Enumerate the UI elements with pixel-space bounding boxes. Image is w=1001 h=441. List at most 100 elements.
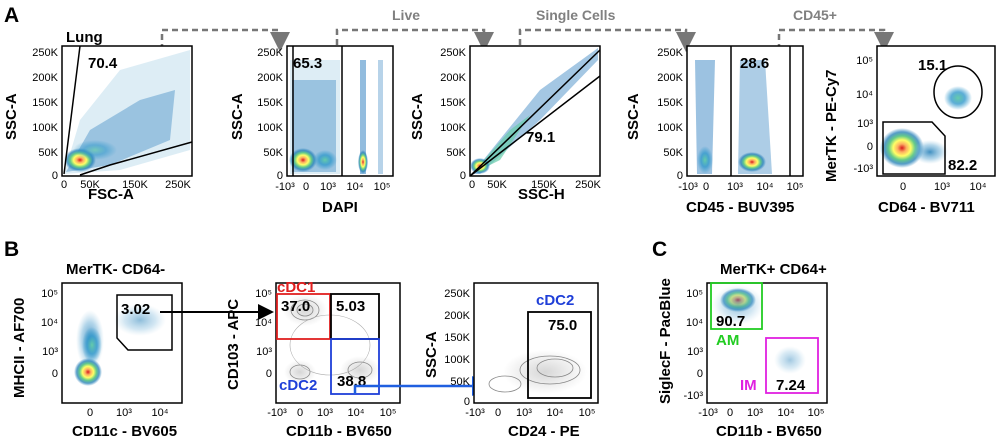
plot-c1-xtick: 0 bbox=[727, 407, 733, 419]
plot-b1-ytick: 10⁴ bbox=[41, 317, 58, 329]
plot-a4: 28.6 CD45 - BUV395 SSC-A 250K 200K 150K … bbox=[625, 45, 804, 216]
plot-c1-xtick: 10⁵ bbox=[808, 407, 825, 419]
plot-a1-ytick: 150K bbox=[32, 97, 58, 109]
plot-a3-ytick: 50K bbox=[446, 147, 466, 159]
plot-a1-xtick: 0 bbox=[61, 179, 67, 191]
plot-c1-xtick: 10⁴ bbox=[778, 407, 795, 419]
plot-a1-xtick: 50K bbox=[80, 179, 100, 191]
plot-c1-am-label: AM bbox=[716, 332, 739, 349]
plot-a1-xlabel: FSC-A bbox=[88, 186, 134, 203]
plot-a1-ytick: 100K bbox=[32, 122, 58, 134]
plot-b2-cdc2-label: cDC2 bbox=[279, 377, 317, 394]
panel-letter-c: C bbox=[652, 238, 667, 261]
plot-a5-ylabel: MerTK - PE-Cy7 bbox=[823, 69, 840, 182]
plot-b3-xtick: 0 bbox=[495, 407, 501, 419]
plot-c1-ytick: 10³ bbox=[687, 346, 703, 358]
plot-a3-xtick: 0 bbox=[469, 179, 475, 191]
plot-b2: cDC1 37.0 5.03 38.8 cDC2 CD11b - BV650 C… bbox=[225, 279, 401, 440]
plot-b2-ytick: 0 bbox=[266, 368, 272, 380]
plot-a1: Lung 70.4 FSC-A SSC-A 250K 200K 150K 100… bbox=[3, 29, 193, 203]
plot-a4-xtick: 0 bbox=[703, 181, 709, 193]
plot-a3-ylabel: SSC-A bbox=[409, 93, 426, 140]
plot-a4-ytick: 0 bbox=[677, 170, 683, 182]
plot-b2-ytick: 10³ bbox=[256, 346, 272, 358]
plot-b1-xlabel: CD11c - BV605 bbox=[72, 423, 177, 440]
panel-letter-b: B bbox=[4, 238, 19, 261]
plot-b2-xtick: 10⁴ bbox=[348, 407, 365, 419]
plot-b3-ytick: 200K bbox=[444, 310, 470, 322]
plot-a1-ytick: 250K bbox=[32, 47, 58, 59]
plot-a4-ylabel: SSC-A bbox=[625, 93, 642, 140]
plot-a4-xtick: 10⁴ bbox=[757, 181, 774, 193]
plot-a2-xtick: -10³ bbox=[275, 181, 295, 193]
plot-b3-gate-pct: 75.0 bbox=[548, 317, 577, 334]
plot-b2-xtick: 0 bbox=[297, 407, 303, 419]
plot-a4-gate-pct: 28.6 bbox=[740, 55, 769, 72]
plot-b1-ytick: 0 bbox=[52, 368, 58, 380]
plot-a3-ytick: 250K bbox=[440, 47, 466, 59]
plot-c1-ylabel: SiglecF - PacBlue bbox=[657, 278, 674, 404]
plot-b3-xtick: 10³ bbox=[516, 407, 532, 419]
plot-a5-ytick: 10⁴ bbox=[856, 89, 873, 101]
plot-a3: 79.1 SSC-H SSC-A 250K 200K 150K 100K 50K… bbox=[409, 45, 602, 203]
plot-a3-xtick: 150K bbox=[531, 179, 557, 191]
plot-a3-xlabel: SSC-H bbox=[518, 186, 565, 203]
plot-a2-xtick: 10⁴ bbox=[347, 181, 364, 193]
plot-b2-xtick: 10⁵ bbox=[380, 407, 397, 419]
plot-b2-xtick: 10³ bbox=[317, 407, 333, 419]
plot-b3-xtick: 10⁴ bbox=[547, 407, 564, 419]
plot-a1-gate-pct: 70.4 bbox=[88, 55, 118, 72]
plot-a2-xtick: 10³ bbox=[320, 181, 336, 193]
plot-a3-gate-pct: 79.1 bbox=[526, 129, 555, 146]
plot-a3-xtick: 50K bbox=[487, 179, 507, 191]
panel-letter-a: A bbox=[4, 4, 19, 27]
plot-a2-ytick: 50K bbox=[263, 147, 283, 159]
plot-a5-gate-pct-top: 15.1 bbox=[918, 57, 947, 74]
plot-a2-ytick: 200K bbox=[257, 72, 283, 84]
plot-a5-xlabel: CD64 - BV711 bbox=[878, 199, 975, 216]
plot-a4-xtick: 10³ bbox=[727, 181, 743, 193]
gating-step-cd45: CD45+ bbox=[793, 7, 837, 23]
plot-a4-xtick: 10⁵ bbox=[787, 181, 804, 193]
plot-c1-ytick: 0 bbox=[697, 368, 703, 380]
plot-b3-gate-label: cDC2 bbox=[536, 292, 574, 309]
plot-a3-ytick: 100K bbox=[440, 122, 466, 134]
plot-b1-xtick: 10⁴ bbox=[152, 407, 169, 419]
plot-a4-ytick: 150K bbox=[657, 97, 683, 109]
plot-c1-ytick: 10⁴ bbox=[686, 317, 703, 329]
plot-a4-xlabel: CD45 - BUV395 bbox=[686, 199, 794, 216]
plot-a1-ytick: 0 bbox=[52, 170, 58, 182]
plot-a2-gate-pct: 65.3 bbox=[293, 55, 322, 72]
plot-a3-ytick: 150K bbox=[440, 97, 466, 109]
plot-b3: cDC2 75.0 CD24 - PE SSC-A 250K 200K 150K… bbox=[423, 282, 599, 440]
plot-a2-ytick: 0 bbox=[277, 170, 283, 182]
plot-c1-im-label: IM bbox=[740, 377, 757, 394]
plot-b1-xtick: 10³ bbox=[116, 407, 132, 419]
plot-c1-ytick: -10³ bbox=[683, 390, 703, 402]
plot-b3-xtick: 10⁵ bbox=[579, 407, 596, 419]
plot-b2-pct-cdc1: 37.0 bbox=[281, 298, 310, 315]
plot-b3-xlabel: CD24 - PE bbox=[508, 423, 580, 440]
plot-b1-title: MerTK- CD64- bbox=[66, 261, 165, 278]
plot-c1-pct-im: 7.24 bbox=[776, 377, 806, 394]
plot-b1-gate-pct: 3.02 bbox=[121, 301, 150, 318]
plot-b2-cdc1-label: cDC1 bbox=[277, 279, 315, 296]
gating-step-single-cells: Single Cells bbox=[536, 7, 616, 23]
plot-b3-ytick: 50K bbox=[450, 376, 470, 388]
plot-c1-title: MerTK+ CD64+ bbox=[720, 261, 827, 278]
plot-a1-xtick: 250K bbox=[165, 179, 191, 191]
plot-a1-title: Lung bbox=[66, 29, 103, 46]
plot-b1-ytick: 10⁵ bbox=[41, 288, 58, 300]
plot-a2-ytick: 100K bbox=[257, 122, 283, 134]
plot-a5-ytick: 10³ bbox=[857, 118, 873, 130]
plot-b3-ytick: 100K bbox=[444, 354, 470, 366]
plot-b2-xlabel: CD11b - BV650 bbox=[286, 423, 392, 440]
plot-a1-xtick: 150K bbox=[122, 179, 148, 191]
plot-a5-ytick: -10³ bbox=[853, 163, 873, 175]
plot-a2-xlabel: DAPI bbox=[322, 199, 358, 216]
plot-a2-ytick: 250K bbox=[257, 47, 283, 59]
plot-a1-ylabel: SSC-A bbox=[3, 93, 20, 140]
plot-b3-ytick: 250K bbox=[444, 288, 470, 300]
plot-b2-pct-cdc2: 38.8 bbox=[337, 373, 366, 390]
